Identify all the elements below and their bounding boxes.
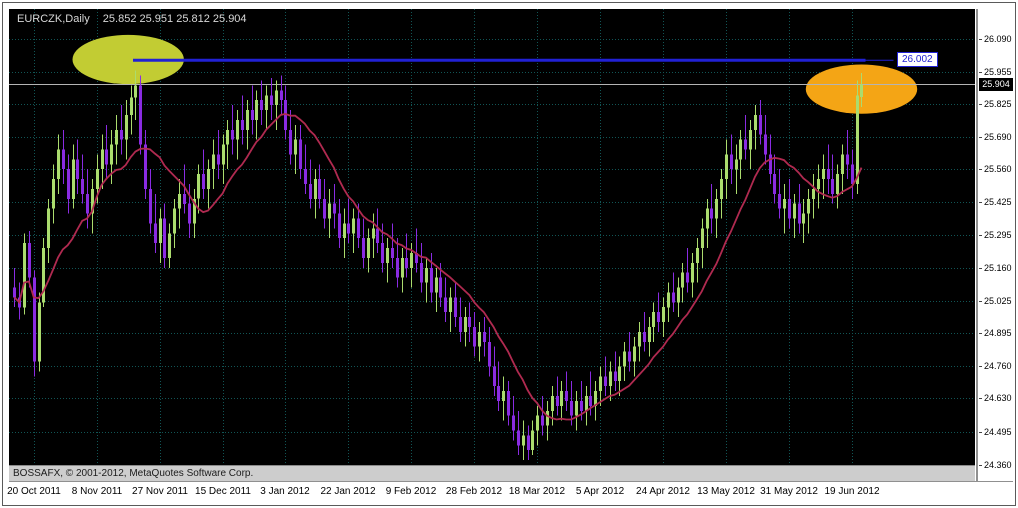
y-axis-label: 25.560 xyxy=(984,164,1012,174)
x-axis-label: 15 Dec 2011 xyxy=(195,486,251,497)
y-axis-tick xyxy=(979,235,982,236)
ohlc-values: 25.852 25.951 25.812 25.904 xyxy=(103,13,247,25)
y-axis-tick xyxy=(979,465,982,466)
x-axis-label: 5 Apr 2012 xyxy=(576,486,624,497)
y-axis-label: 25.955 xyxy=(984,67,1012,77)
x-axis-label: 28 Feb 2012 xyxy=(446,486,502,497)
x-axis-label: 27 Nov 2011 xyxy=(132,486,188,497)
y-axis-tick xyxy=(979,301,982,302)
x-axis-label: 20 Oct 2011 xyxy=(7,486,61,497)
y-axis-tick xyxy=(979,268,982,269)
copyright-bar: BOSSAFX, © 2001-2012, MetaQuotes Softwar… xyxy=(9,465,975,481)
price-axis[interactable]: 25.904 26.090 25.955 25.825 25.690 25.560 25.… xyxy=(979,9,1013,481)
y-axis-label: 24.760 xyxy=(984,361,1012,371)
copyright-text: BOSSAFX, © 2001-2012, MetaQuotes Softwar… xyxy=(13,468,253,479)
y-axis-label: 25.025 xyxy=(984,296,1012,306)
chart-window: EURCZK,Daily 25.852 25.951 25.812 25.904… xyxy=(2,2,1016,506)
y-axis-label: 24.895 xyxy=(984,328,1012,338)
y-axis-tick xyxy=(979,72,982,73)
x-axis-label: 3 Jan 2012 xyxy=(260,486,310,497)
y-axis-tick xyxy=(979,104,982,105)
y-axis-label: 24.495 xyxy=(984,427,1012,437)
x-axis-label: 8 Nov 2011 xyxy=(72,486,122,497)
candlestick-chart-canvas[interactable] xyxy=(9,9,975,465)
y-axis-label: 26.090 xyxy=(984,34,1012,44)
y-axis-label: 25.825 xyxy=(984,99,1012,109)
price-chart[interactable]: EURCZK,Daily 25.852 25.951 25.812 25.904… xyxy=(9,9,975,465)
x-axis-label: 22 Jan 2012 xyxy=(320,486,375,497)
y-axis-tick xyxy=(979,333,982,334)
y-axis-tick xyxy=(979,39,982,40)
y-axis-tick xyxy=(979,366,982,367)
y-axis-tick xyxy=(979,137,982,138)
symbol-timeframe-label: EURCZK,Daily xyxy=(17,13,90,25)
chart-title: EURCZK,Daily 25.852 25.951 25.812 25.904 xyxy=(17,13,247,25)
time-axis[interactable]: 20 Oct 2011 8 Nov 2011 27 Nov 2011 15 Dec 2… xyxy=(9,481,1013,503)
trendline-price-label: 26.002 xyxy=(897,52,938,67)
x-axis-label: 18 Mar 2012 xyxy=(509,486,565,497)
y-axis-label: 25.160 xyxy=(984,263,1012,273)
y-axis-tick xyxy=(979,202,982,203)
x-axis-label: 13 May 2012 xyxy=(697,486,755,497)
x-axis-label: 31 May 2012 xyxy=(760,486,818,497)
x-axis-label: 19 Jun 2012 xyxy=(824,486,879,497)
price-axis-separator xyxy=(976,9,978,481)
current-price-label: 25.904 xyxy=(979,78,1013,91)
y-axis-tick xyxy=(979,432,982,433)
y-axis-label: 24.630 xyxy=(984,393,1012,403)
y-axis-tick xyxy=(979,169,982,170)
y-axis-label: 25.295 xyxy=(984,230,1012,240)
y-axis-label: 25.690 xyxy=(984,132,1012,142)
y-axis-label: 24.360 xyxy=(984,460,1012,470)
x-axis-label: 24 Apr 2012 xyxy=(636,486,690,497)
y-axis-tick xyxy=(979,398,982,399)
x-axis-label: 9 Feb 2012 xyxy=(386,486,437,497)
y-axis-label: 25.425 xyxy=(984,197,1012,207)
